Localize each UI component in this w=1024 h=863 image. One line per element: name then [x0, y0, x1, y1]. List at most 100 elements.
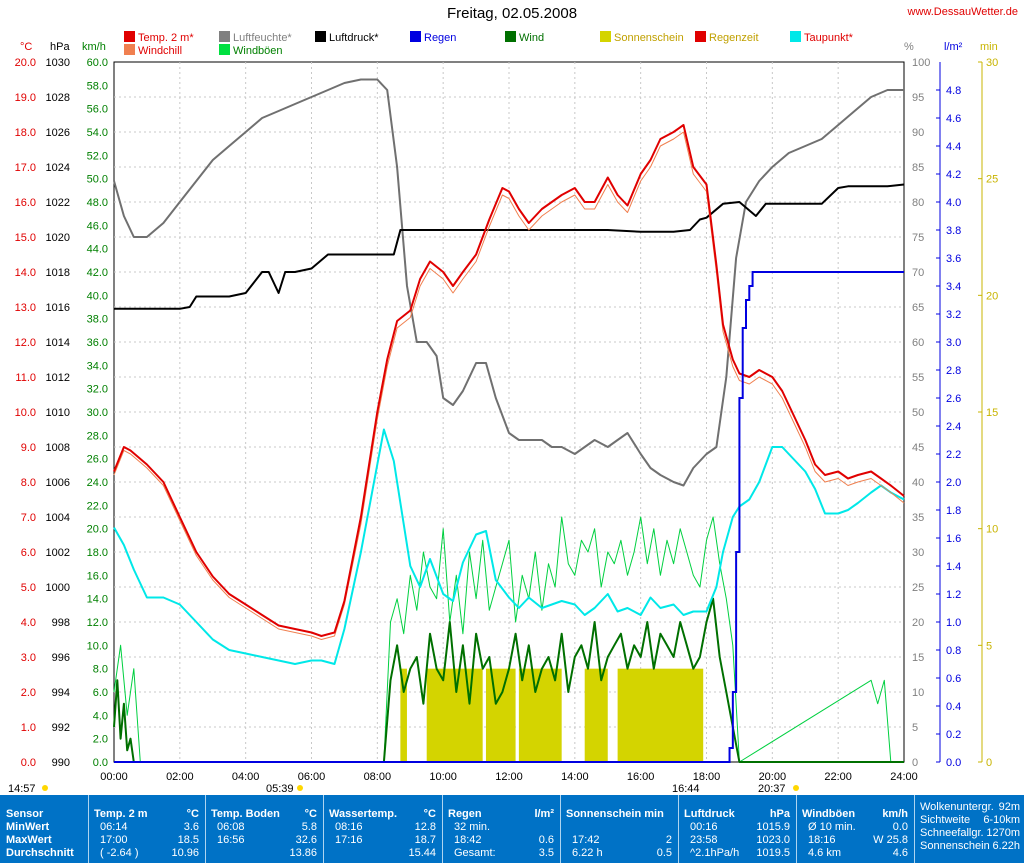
legend-label: Windchill — [138, 45, 183, 57]
panel-unit: hPa — [769, 808, 790, 820]
humidity-tick: 65 — [912, 302, 924, 314]
time-tick: 04:00 — [232, 771, 260, 783]
panel-row: 00:16 1015.9 — [678, 821, 796, 834]
panel-row: ( -2.64 ) 10.96 — [88, 847, 205, 860]
panel-row: 15.44 — [323, 847, 442, 860]
humidity-tick: 30 — [912, 547, 924, 559]
temp-tick: 14.0 — [15, 267, 36, 279]
rain-tick: 3.2 — [946, 309, 961, 321]
summary-panel-boeen: Windböen km/h Ø 10 min. 0.0 18:16 W 25.8 4.6 k… — [796, 795, 915, 863]
sensor-row-min: MinWert — [6, 821, 50, 833]
wind-tick: 14.0 — [87, 594, 108, 606]
temp-tick: 15.0 — [15, 232, 36, 244]
sun-tick: 15 — [986, 407, 998, 419]
legend-item: Regenzeit — [695, 31, 759, 44]
panel-cell-time: 06:14 — [100, 821, 128, 833]
chart-title: Freitag, 02.05.2008 — [446, 5, 578, 22]
sunshine-block — [485, 668, 516, 762]
panel-cell-time: 17:42 — [572, 834, 600, 846]
legend-label: Windböen — [233, 45, 283, 57]
pressure-tick: 1014 — [46, 337, 70, 349]
humidity-tick: 55 — [912, 372, 924, 384]
wind-tick: 20.0 — [87, 524, 108, 536]
extra-value: 92m — [998, 801, 1020, 813]
humidity-tick: 100 — [912, 57, 930, 69]
panel-row: 6.22 h 0.5 — [560, 847, 678, 860]
legend-label: Luftfeuchte* — [233, 32, 292, 44]
wind-tick: 52.0 — [87, 150, 108, 162]
panel-header: Luftdruck hPa — [678, 808, 796, 821]
series-wind — [113, 597, 904, 763]
humidity-tick: 35 — [912, 512, 924, 524]
humidity-tick: 5 — [912, 722, 918, 734]
panel-header: Regen l/m² — [442, 808, 560, 821]
rain-tick: 4.8 — [946, 85, 961, 97]
temp-tick: 8.0 — [21, 477, 36, 489]
pressure-tick: 996 — [52, 652, 70, 664]
rain-tick: 3.4 — [946, 281, 961, 293]
pressure-tick: 1010 — [46, 407, 70, 419]
panel-unit: l/m² — [534, 808, 554, 820]
legend-swatch — [219, 31, 230, 42]
sunshine-block — [617, 668, 704, 762]
temp-tick: 17.0 — [15, 162, 36, 174]
panel-cell-value: 0.5 — [656, 847, 672, 859]
wind-tick: 40.0 — [87, 290, 108, 302]
humidity-tick: 40 — [912, 477, 924, 489]
legend-label: Sonnenschein — [614, 32, 684, 44]
wind-tick: 6.0 — [93, 687, 108, 699]
humidity-tick: 90 — [912, 127, 924, 139]
legend-item: Windchill — [124, 44, 182, 57]
rain-tick: 1.0 — [946, 617, 961, 629]
temp-tick: 2.0 — [21, 687, 36, 699]
pressure-tick: 1022 — [46, 197, 70, 209]
rain-tick: 1.8 — [946, 505, 961, 517]
rain-tick: 2.0 — [946, 477, 961, 489]
panel-cell-time: Ø 10 min. — [808, 821, 856, 833]
panel-row: 08:16 12.8 — [323, 821, 442, 834]
panel-cell-value: 18.5 — [177, 834, 199, 846]
summary-panel-wasser: Wassertemp. °C 08:16 12.8 17:16 18.7 15.44 — [323, 795, 443, 863]
site-link[interactable]: www.DessauWetter.de — [907, 6, 1018, 18]
panel-row: 06:14 3.6 — [88, 821, 205, 834]
legend-swatch — [410, 31, 421, 42]
panel-title: Wassertemp. — [329, 808, 398, 820]
pressure-tick: 992 — [52, 722, 70, 734]
wind-tick: 34.0 — [87, 360, 108, 372]
extra-value: 6-10km — [983, 814, 1020, 826]
sunshine-block — [400, 668, 407, 762]
panel-title: Sonnenschein min — [566, 808, 664, 820]
wind-tick: 2.0 — [93, 734, 108, 746]
wind-tick: 58.0 — [87, 80, 108, 92]
panel-row — [560, 821, 678, 834]
panel-unit: °C — [423, 808, 436, 820]
panel-row: 18:16 W 25.8 — [796, 834, 914, 847]
sun-tick: 25 — [986, 174, 998, 186]
summary-panel-temp2m: Temp. 2 m °C 06:14 3.6 17:00 18.5 ( -2.64 ) 10.… — [88, 795, 206, 863]
pressure-tick: 1026 — [46, 127, 70, 139]
legend-item: Temp. 2 m* — [124, 31, 194, 44]
humidity-tick: 70 — [912, 267, 924, 279]
temp-tick: 3.0 — [21, 652, 36, 664]
series-temp-2-m- — [113, 124, 905, 637]
panel-title: Windböen — [802, 808, 856, 820]
pressure-tick: 1028 — [46, 92, 70, 104]
solar-noon-label: 16:44 — [672, 783, 700, 795]
legend-label: Taupunkt* — [804, 32, 853, 44]
panel-title: Regen — [448, 808, 482, 820]
legend-item: Regen — [410, 31, 456, 44]
sunrise-label: 05:39 — [266, 783, 294, 795]
pressure-tick: 1020 — [46, 232, 70, 244]
panel-header: Temp. 2 m °C — [88, 808, 205, 821]
summary-extra-panel: Wolkenuntergr. 92m Sichtweite 6-10km Schne… — [914, 795, 1024, 863]
rain-tick: 4.0 — [946, 197, 961, 209]
panel-title: Luftdruck — [684, 808, 735, 820]
panel-row: 16:56 32.6 — [205, 834, 323, 847]
time-tick: 16:00 — [627, 771, 655, 783]
temp-tick: 6.0 — [21, 547, 36, 559]
extra-key: Sonnenschein — [920, 840, 990, 852]
wind-tick: 12.0 — [87, 617, 108, 629]
rain-tick: 2.2 — [946, 449, 961, 461]
legend-item: Luftdruck* — [315, 31, 379, 44]
panel-title: Temp. 2 m — [94, 808, 148, 820]
